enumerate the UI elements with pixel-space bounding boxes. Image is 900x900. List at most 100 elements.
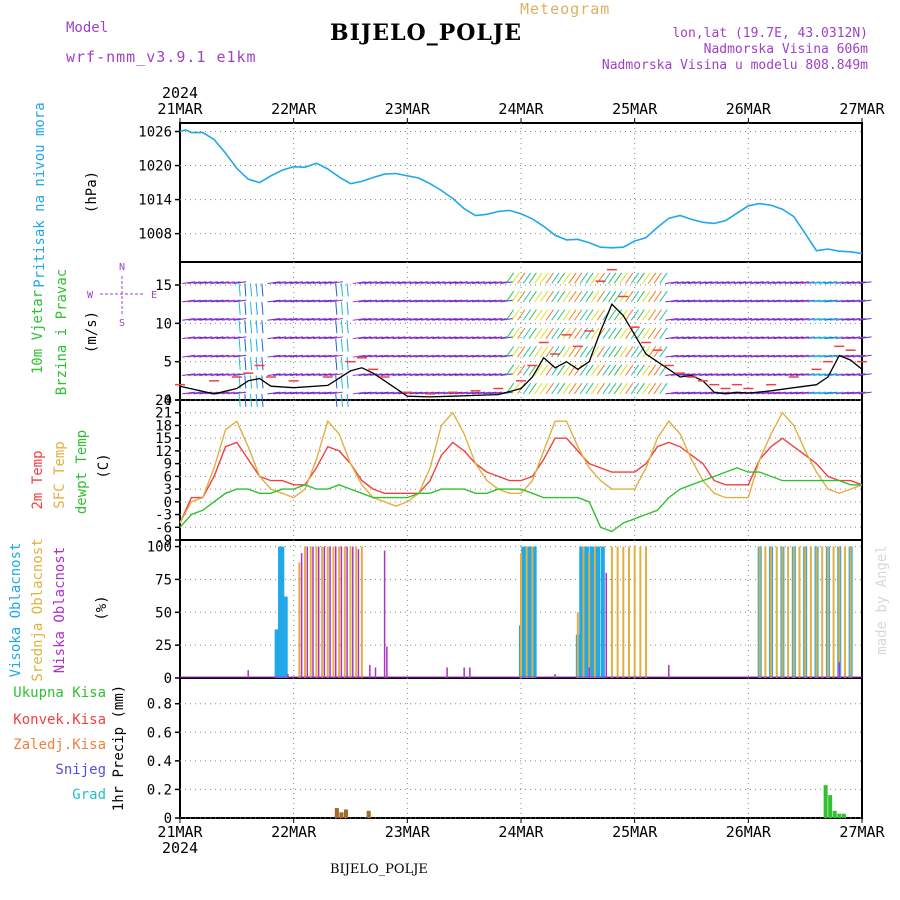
wind-barb bbox=[636, 364, 645, 376]
wind-barb bbox=[329, 318, 343, 321]
x-tick-label-top: 24MAR bbox=[498, 100, 544, 118]
wind-barb bbox=[494, 373, 508, 376]
wind-barb bbox=[585, 327, 594, 339]
wind-barb bbox=[665, 391, 679, 395]
wind-barb bbox=[847, 318, 861, 321]
wind-barb bbox=[364, 318, 378, 321]
wind-barb bbox=[653, 290, 662, 303]
wind-barb bbox=[647, 382, 657, 395]
wind-barb bbox=[722, 336, 736, 340]
wind-barb bbox=[249, 393, 253, 407]
wind-barb bbox=[716, 318, 730, 321]
wind-barb bbox=[539, 272, 549, 284]
temperature-ytick-label: 6 bbox=[164, 469, 172, 485]
wind-barb bbox=[511, 382, 520, 395]
wind-barb bbox=[249, 375, 253, 389]
wind-barb bbox=[420, 281, 434, 284]
wind-barb bbox=[455, 299, 468, 303]
wind-barb bbox=[483, 336, 497, 340]
wind-barb bbox=[494, 318, 508, 321]
wind-barb bbox=[722, 354, 736, 358]
x-tick-label-top: 25MAR bbox=[612, 100, 658, 118]
wind-barb bbox=[835, 281, 849, 284]
wind-barb bbox=[340, 357, 343, 371]
wind-barb bbox=[375, 318, 389, 321]
wind-barb bbox=[290, 336, 304, 340]
wind-barb bbox=[585, 382, 594, 395]
wind-barb bbox=[807, 299, 821, 303]
wind-barb bbox=[221, 318, 235, 321]
wind-barb bbox=[381, 299, 395, 303]
pressure-ylabel: Pritisak na nivou mora bbox=[32, 102, 48, 287]
wind-barb bbox=[630, 382, 640, 395]
wind-barb bbox=[426, 336, 440, 340]
wind-barb bbox=[534, 290, 543, 303]
precip-ytick-label: 0 bbox=[164, 811, 172, 827]
cloud-bar-low bbox=[247, 670, 249, 678]
wind-barb bbox=[369, 391, 383, 395]
wind-barb bbox=[682, 373, 696, 376]
temperature-ytick-label: 21 bbox=[155, 406, 172, 422]
temp-ylabel-2m: 2m Temp bbox=[30, 450, 46, 509]
wind-unit: (m/s) bbox=[84, 311, 100, 353]
wind-barb bbox=[295, 373, 309, 376]
wind-barb bbox=[511, 309, 520, 321]
wind-barb bbox=[727, 318, 741, 321]
wind-barb bbox=[494, 281, 508, 284]
cloud-bar-high bbox=[589, 546, 594, 678]
wind-barb bbox=[716, 354, 730, 358]
wind-barb bbox=[187, 336, 201, 340]
wind-barb bbox=[744, 373, 758, 376]
wind-barb bbox=[710, 318, 724, 321]
wind-barb bbox=[841, 281, 855, 284]
wind-barb bbox=[409, 354, 423, 358]
wind-barb bbox=[522, 309, 532, 321]
wind-barb bbox=[852, 299, 866, 303]
wind-barb bbox=[227, 281, 241, 284]
wind-barb bbox=[801, 354, 815, 358]
wind-barb bbox=[187, 281, 201, 284]
wind-barb bbox=[255, 393, 258, 407]
wind-barb bbox=[602, 327, 611, 339]
wind-barb bbox=[693, 354, 707, 358]
wind-barb bbox=[364, 281, 378, 284]
wind-barb bbox=[386, 336, 400, 340]
wind-barb bbox=[318, 373, 332, 376]
x-tick-label-bottom: 23MAR bbox=[385, 823, 431, 841]
wind-barb bbox=[249, 283, 253, 297]
wind-barb bbox=[801, 281, 815, 284]
wind-barb bbox=[335, 283, 338, 297]
precip-bar-total bbox=[366, 810, 371, 818]
wind-barb bbox=[358, 354, 372, 358]
wind-barb bbox=[608, 364, 617, 376]
wind-barb bbox=[682, 318, 696, 321]
wind-barb bbox=[619, 327, 628, 339]
wind-barb bbox=[238, 338, 241, 352]
wind-barb bbox=[403, 373, 417, 376]
wind-barb bbox=[301, 354, 315, 358]
wind-barb bbox=[221, 354, 235, 358]
wind-barb bbox=[278, 318, 292, 321]
wind-barb bbox=[295, 318, 309, 321]
wind-barb bbox=[403, 354, 417, 358]
temperature-ytick-label: 0 bbox=[164, 495, 172, 511]
wind-barb bbox=[801, 318, 815, 321]
wind-barb bbox=[574, 272, 583, 284]
wind-barb bbox=[551, 272, 560, 284]
wind-barb bbox=[596, 290, 606, 303]
wind-barb bbox=[369, 354, 383, 358]
wind-barb bbox=[352, 299, 366, 303]
wind-barb bbox=[636, 272, 645, 284]
wind-ytick-label: 10 bbox=[155, 316, 172, 332]
wind-barb bbox=[466, 391, 480, 395]
wind-barb bbox=[665, 299, 679, 303]
wind-ylabel-2: Brzina i Pravac bbox=[54, 269, 70, 395]
wind-barb bbox=[858, 281, 872, 284]
wind-barb bbox=[596, 364, 606, 376]
wind-barb bbox=[273, 391, 287, 395]
wind-barb bbox=[318, 336, 332, 340]
wind-barb bbox=[556, 346, 566, 358]
wind-barb bbox=[324, 373, 338, 376]
compass-e: E bbox=[151, 290, 157, 301]
wind-barb bbox=[227, 318, 241, 321]
